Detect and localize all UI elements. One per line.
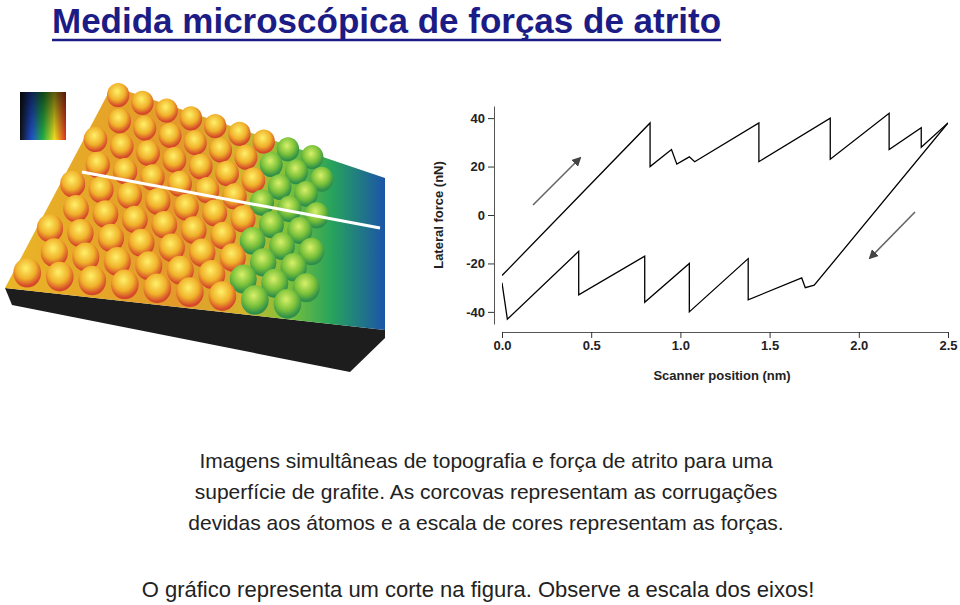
bump [228,122,250,146]
bump [111,270,139,300]
plot-lines [502,113,948,319]
tick-label: 2.0 [850,338,868,353]
caption-line: Imagens simultâneas de topografia e forç… [199,449,772,472]
tick-label: 1.0 [672,338,690,353]
tick-mark [488,215,494,216]
bump [110,133,134,159]
bump [108,108,131,133]
bump [204,114,226,138]
bump [241,285,269,315]
bump [84,127,108,153]
surface-top [5,86,385,330]
tick-label: 40 [471,111,485,126]
tick-label: -20 [466,256,485,271]
bump [209,138,232,163]
tick-label: 2.5 [939,338,957,353]
force-trace [502,123,948,319]
tick-label: 0 [478,208,485,223]
bump [46,262,74,292]
bump [253,129,275,153]
bump [159,123,182,148]
tick-label: 0.5 [583,338,601,353]
bump [78,266,106,296]
slide: Medida microscópica de forças de atrito 0… [0,0,960,605]
tick-mark [770,332,771,338]
topography-image [5,83,385,372]
bump [215,161,239,187]
bump [63,195,89,223]
tick: -20 [466,256,494,271]
bump [133,116,156,141]
tick: 2.5 [939,332,957,353]
bump [184,130,207,155]
caption-line: devidas aos átomos e a escala de cores r… [188,511,783,534]
tick-mark [488,263,494,264]
bump [131,91,153,115]
tick: 20 [471,159,494,174]
tick: -40 [466,305,494,320]
tick-mark [859,332,860,338]
bump [117,182,142,209]
direction-arrow [870,212,915,258]
bump [274,289,302,319]
axis-line [503,332,949,333]
bump [195,177,219,203]
tick-mark [591,332,592,338]
force-trace [502,113,948,275]
tick-label: 0.0 [493,338,511,353]
tick-mark [502,332,503,338]
bump [189,154,213,180]
bump [209,281,237,311]
note: O gráfico representa um corte na figura.… [142,577,815,602]
bump [67,219,93,247]
tick: 40 [471,111,494,126]
tick-mark [948,332,949,338]
x-axis-title: Scanner position (nm) [653,368,790,383]
bump [136,140,160,166]
tick-label: 1.5 [761,338,779,353]
bump [89,176,114,203]
color-scale [20,92,66,140]
direction-arrow [533,158,580,205]
tick-mark [488,167,494,168]
bump [176,277,204,307]
bump [242,167,266,193]
bump [163,147,187,173]
bump [143,273,171,303]
title-underline [52,39,721,42]
x-axis: 0.0 0.5 1.0 1.5 2.0 2.5 [493,332,957,353]
bump [107,83,129,107]
bump [37,214,63,242]
bump [234,145,257,170]
bump [180,106,202,130]
bump [93,200,119,228]
bumps [13,83,333,319]
bump [60,170,85,197]
tick-mark [488,312,494,313]
tick-mark [488,118,494,119]
bump [156,98,178,122]
tick-label: 20 [471,159,485,174]
cut-line [82,172,380,228]
y-axis-title: Lateral force (nN) [431,161,446,269]
title: Medida microscópica de forças de atrito [52,1,721,40]
tick: 0.0 [493,332,511,353]
bump [145,188,170,215]
color-scale-shade [20,92,66,140]
tick: 2.0 [850,332,868,353]
tick-label: -40 [466,305,485,320]
tick: 1.0 [672,332,690,353]
caption-line: superfície de grafite. As corcovas repre… [195,480,777,503]
tick: 1.5 [761,332,779,353]
tick: 0.5 [583,332,601,353]
bump [13,258,41,288]
tick: 0 [478,208,494,223]
axis-line [494,107,495,325]
y-axis: 40 20 0 -20 -40 [466,107,494,325]
tick-mark [680,332,681,338]
chart: 0.0 0.5 1.0 1.5 2.0 2.5 40 20 0 -20 -40 Lateral for… [431,107,958,384]
